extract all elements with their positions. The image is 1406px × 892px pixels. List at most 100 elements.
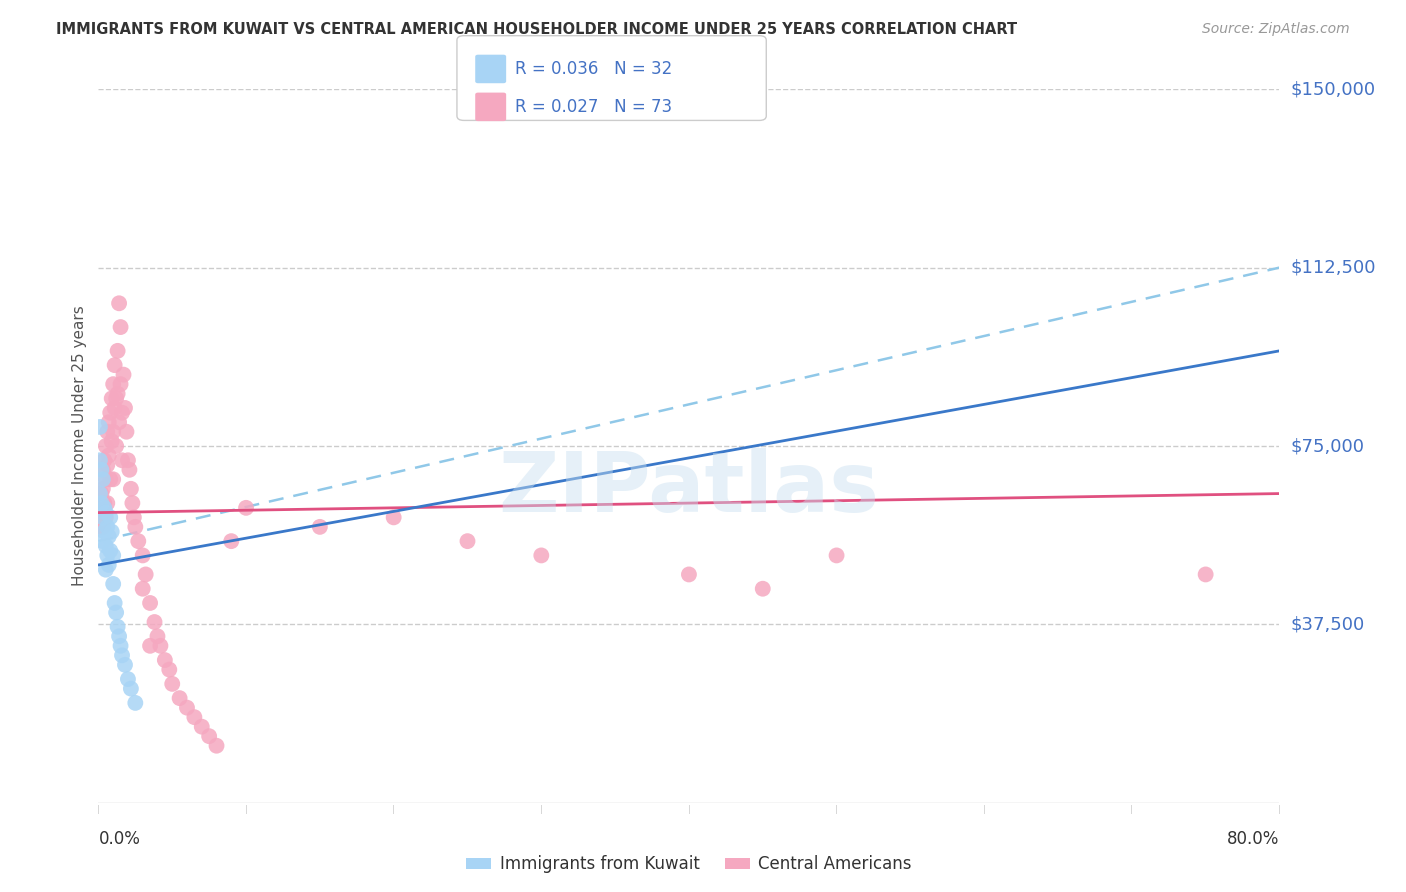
- Point: [93, 496, 115, 510]
- Point: [94, 563, 117, 577]
- Point: [104, 401, 127, 415]
- Point: [105, 606, 128, 620]
- Point: [191, 720, 214, 734]
- Text: |: |: [835, 805, 838, 814]
- Point: [103, 577, 125, 591]
- Text: $75,000: $75,000: [1291, 437, 1365, 455]
- Text: R = 0.027   N = 73: R = 0.027 N = 73: [515, 98, 672, 116]
- Text: Source: ZipAtlas.com: Source: ZipAtlas.com: [1202, 22, 1350, 37]
- Point: [110, 377, 132, 392]
- Point: [97, 529, 120, 543]
- Text: |: |: [540, 805, 543, 814]
- Point: [198, 729, 221, 743]
- Point: [122, 510, 145, 524]
- Point: [100, 392, 122, 406]
- Point: [235, 500, 257, 515]
- Point: [108, 629, 131, 643]
- Y-axis label: Householder Income Under 25 years: Householder Income Under 25 years: [72, 306, 87, 586]
- Point: [98, 406, 121, 420]
- Point: [162, 677, 183, 691]
- Point: [96, 496, 118, 510]
- Point: [93, 453, 115, 467]
- Point: [91, 510, 114, 524]
- Point: [120, 681, 142, 696]
- Point: [89, 520, 111, 534]
- Point: [91, 482, 114, 496]
- Point: [91, 463, 114, 477]
- Text: $112,500: $112,500: [1291, 259, 1376, 277]
- Point: [104, 358, 127, 372]
- Point: [169, 691, 191, 706]
- Point: [114, 401, 136, 415]
- Point: [94, 439, 117, 453]
- Text: $37,500: $37,500: [1291, 615, 1365, 633]
- Point: [132, 582, 155, 596]
- Text: 0.0%: 0.0%: [98, 830, 141, 847]
- Point: [100, 434, 122, 449]
- Point: [139, 596, 162, 610]
- Point: [96, 549, 118, 563]
- Text: ZIPatlas: ZIPatlas: [499, 449, 879, 529]
- Point: [143, 615, 166, 629]
- Point: [825, 549, 848, 563]
- Point: [94, 472, 117, 486]
- Point: [678, 567, 700, 582]
- Point: [153, 653, 176, 667]
- Point: [111, 453, 134, 467]
- Text: |: |: [392, 805, 395, 814]
- Point: [176, 700, 198, 714]
- Text: $150,000: $150,000: [1291, 80, 1376, 98]
- Text: 80.0%: 80.0%: [1227, 830, 1279, 847]
- Point: [117, 453, 139, 467]
- Point: [219, 534, 242, 549]
- Point: [127, 534, 149, 549]
- Point: [90, 486, 112, 500]
- Point: [117, 672, 139, 686]
- Text: |: |: [688, 805, 690, 814]
- Point: [135, 567, 157, 582]
- Point: [97, 415, 120, 429]
- Point: [111, 406, 134, 420]
- Point: [89, 500, 111, 515]
- Point: [97, 449, 120, 463]
- Point: [108, 296, 131, 310]
- Point: [100, 524, 122, 539]
- Point: [93, 500, 115, 515]
- Point: [139, 639, 162, 653]
- Point: [124, 520, 146, 534]
- Point: [118, 463, 141, 477]
- Point: [89, 486, 111, 500]
- Point: [530, 549, 553, 563]
- Point: [149, 639, 172, 653]
- Point: [93, 524, 115, 539]
- Point: [91, 534, 114, 549]
- Point: [91, 472, 114, 486]
- Point: [103, 425, 125, 439]
- Point: [114, 657, 136, 672]
- Point: [96, 458, 118, 472]
- Point: [205, 739, 228, 753]
- Point: [104, 596, 127, 610]
- Point: [132, 549, 155, 563]
- Text: IMMIGRANTS FROM KUWAIT VS CENTRAL AMERICAN HOUSEHOLDER INCOME UNDER 25 YEARS COR: IMMIGRANTS FROM KUWAIT VS CENTRAL AMERIC…: [56, 22, 1018, 37]
- Point: [1195, 567, 1218, 582]
- Point: [112, 368, 135, 382]
- Point: [751, 582, 773, 596]
- Point: [107, 386, 129, 401]
- Text: |: |: [97, 805, 100, 814]
- Point: [382, 510, 405, 524]
- Text: |: |: [245, 805, 247, 814]
- Point: [103, 549, 125, 563]
- Point: [121, 496, 143, 510]
- Point: [103, 377, 125, 392]
- Point: [98, 543, 121, 558]
- Point: [146, 629, 169, 643]
- Point: [96, 520, 118, 534]
- Point: [90, 510, 112, 524]
- Point: [124, 696, 146, 710]
- Point: [120, 482, 142, 496]
- Text: |: |: [983, 805, 986, 814]
- Point: [90, 463, 112, 477]
- Point: [94, 510, 117, 524]
- Point: [115, 425, 138, 439]
